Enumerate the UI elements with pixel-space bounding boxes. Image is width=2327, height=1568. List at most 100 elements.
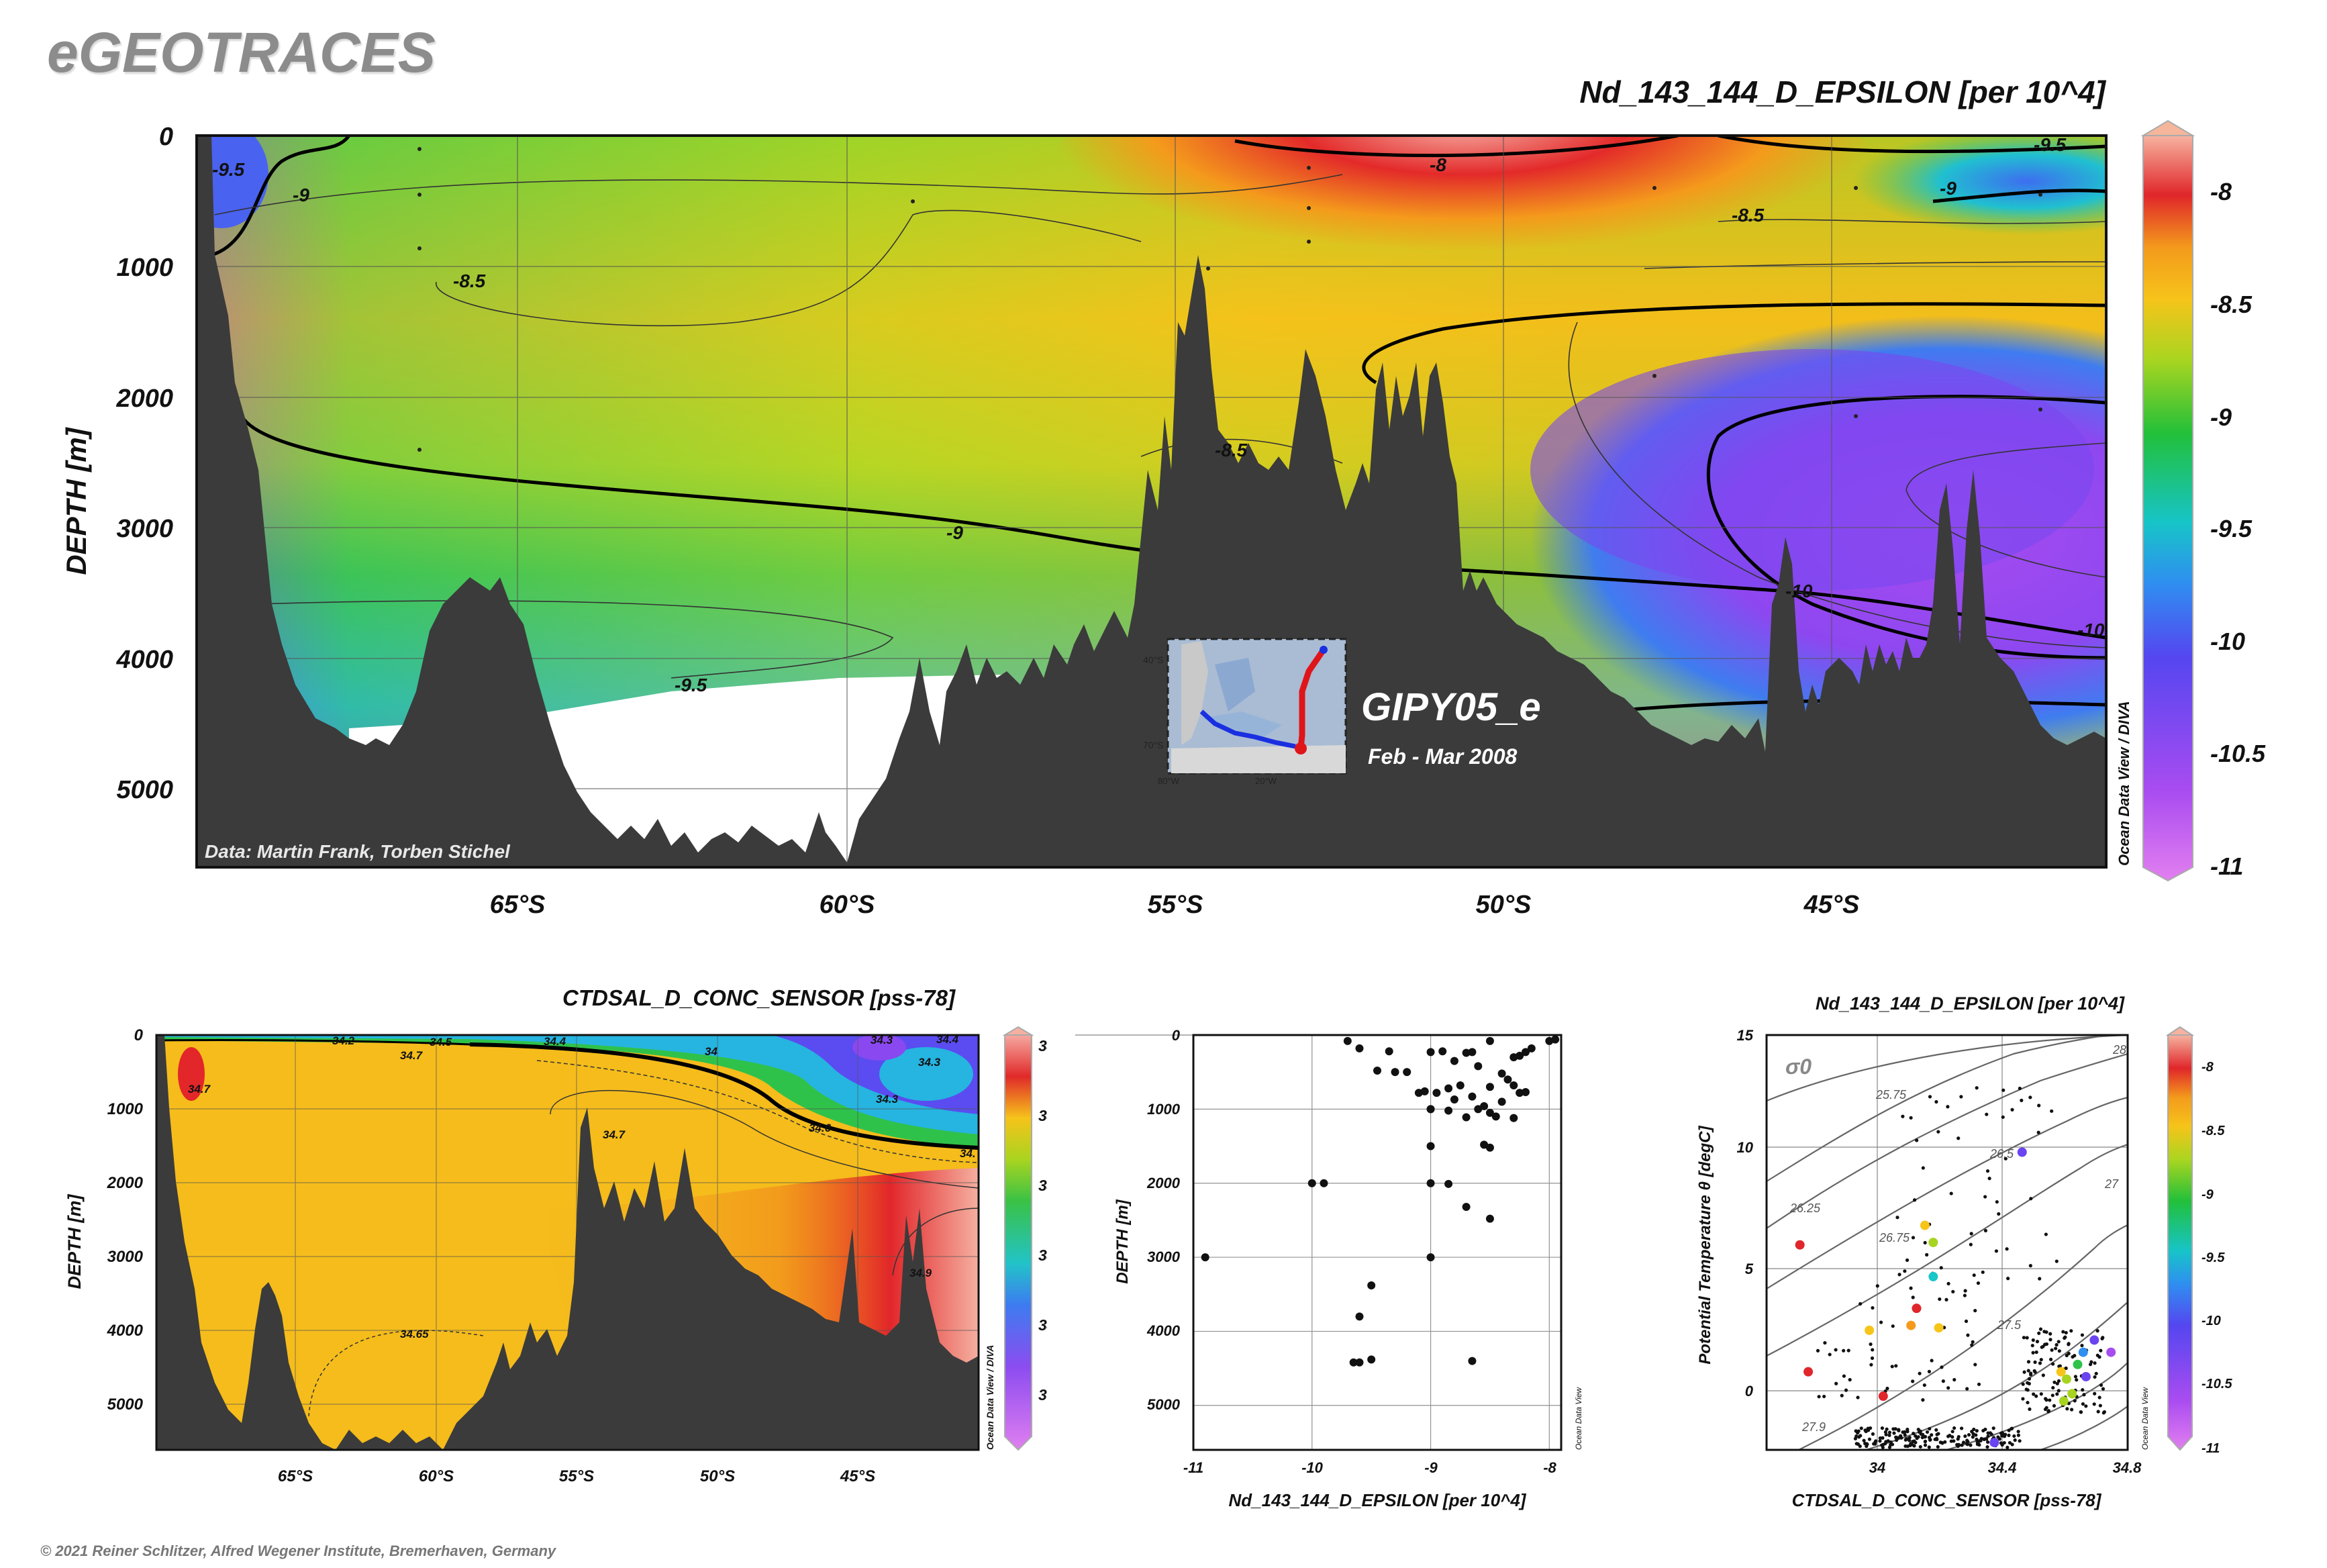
x-tick-label: -9 xyxy=(1424,1459,1438,1476)
ts-background-point xyxy=(2061,1330,2065,1334)
ts-background-point xyxy=(1949,1191,1953,1195)
ts-background-point xyxy=(2099,1349,2103,1353)
ts-background-point xyxy=(2050,1393,2054,1398)
ts-background-point xyxy=(2000,1432,2004,1436)
colorbar-tick: -8 xyxy=(2201,1060,2214,1075)
ts-background-point xyxy=(2054,1342,2059,1347)
ts-background-point xyxy=(1923,1443,1928,1447)
ts-background-point xyxy=(2044,1398,2048,1402)
contour-label: 34.3 xyxy=(918,1056,941,1069)
ts-background-point xyxy=(1863,1441,1867,1446)
scatter-point xyxy=(1485,1143,1494,1152)
ts-background-point xyxy=(1969,1232,1973,1236)
ts-background-point xyxy=(2073,1354,2077,1358)
ts-background-point xyxy=(2093,1375,2097,1379)
ts-background-point xyxy=(2057,1389,2061,1393)
ts-background-point xyxy=(2044,1330,2048,1334)
ts-background-point xyxy=(1895,1216,1899,1220)
ts-background-point xyxy=(2044,1232,2048,1236)
ts-background-point xyxy=(2012,1434,2016,1438)
x-tick-label: 65°S xyxy=(278,1467,313,1485)
ts-background-point xyxy=(2010,1108,2014,1112)
contour-label: 34.3 xyxy=(871,1034,893,1046)
scatter-point xyxy=(1438,1047,1447,1056)
ts-background-point xyxy=(1871,1348,1875,1352)
ts-background-point xyxy=(1965,1441,1969,1445)
ts-background-point xyxy=(1911,1295,1915,1300)
contour-label: -8.5 xyxy=(453,271,486,291)
ts-background-point xyxy=(2026,1388,2030,1392)
isopycnal-label: 26.25 xyxy=(1789,1202,1821,1215)
scatter-point xyxy=(1509,1081,1518,1090)
ts-background-point xyxy=(1955,1442,1959,1447)
scatter-point xyxy=(1355,1358,1364,1367)
odv-label: Ocean Data View xyxy=(2140,1387,2150,1450)
y-tick-label: 0 xyxy=(1745,1383,1754,1400)
contour-label: 34.6 xyxy=(809,1122,832,1134)
scatter-point xyxy=(1462,1113,1471,1122)
ts-background-point xyxy=(1921,1398,1925,1402)
ts-sample-point xyxy=(2106,1347,2116,1357)
scatter-point xyxy=(1468,1357,1477,1365)
ts-background-point xyxy=(1986,1434,1990,1438)
x-tick-label: 34 xyxy=(1869,1459,1885,1476)
ts-sample-point xyxy=(2061,1374,2071,1384)
isopycnal-label: 27.9 xyxy=(1801,1420,1826,1434)
colorbar-tick: 33.8 xyxy=(1038,1386,1047,1404)
ts-background-point xyxy=(2073,1375,2078,1379)
contour-label: 34.7 xyxy=(603,1128,626,1141)
x-tick-label: -10 xyxy=(1301,1459,1324,1476)
ts-background-point xyxy=(2003,1157,2008,1161)
scatter-point xyxy=(1551,1035,1560,1044)
x-tick-label: 50°S xyxy=(700,1467,735,1485)
seafloor xyxy=(197,136,2106,867)
scatter-point xyxy=(1462,1203,1471,1212)
colorbar-tick: -10.5 xyxy=(2201,1377,2232,1391)
ts-sample-point xyxy=(1934,1323,1944,1333)
main-title: Nd_143_144_D_EPSILON [per 10^4] xyxy=(1579,75,2106,109)
salinity-section-plot: 34.2 34.5 34.4 34.7 34.7 34.3 34.4 34.3 … xyxy=(64,1026,1047,1485)
x-tick-label: 65°S xyxy=(490,891,546,919)
ts-background-point xyxy=(2057,1379,2061,1383)
y-tick-label: 3000 xyxy=(1147,1248,1181,1265)
ts-background-point xyxy=(2020,1098,2024,1102)
ts-background-point xyxy=(1923,1240,1927,1244)
ts-background-point xyxy=(1927,1445,1931,1449)
isopycnal-label: 27 xyxy=(2104,1177,2119,1191)
ts-background-point xyxy=(1887,1430,1892,1434)
ts-background-point xyxy=(1975,1440,1979,1444)
ts-colorbar xyxy=(2165,1026,2195,1451)
ts-background-point xyxy=(2031,1351,2035,1355)
ts-background-point xyxy=(1894,1435,1898,1440)
ts-background-point xyxy=(1890,1365,1894,1369)
ts-sample-point xyxy=(1989,1438,1999,1448)
cruise-dates: Feb - Mar 2008 xyxy=(1368,744,1518,769)
scatter-point xyxy=(1485,1083,1494,1091)
ts-background-point xyxy=(2065,1407,2069,1411)
ts-background-point xyxy=(1912,1431,1916,1436)
ts-background-point xyxy=(1899,1434,1903,1438)
ts-background-point xyxy=(2039,1392,2043,1396)
ts-background-point xyxy=(1921,1166,1925,1170)
ts-background-point xyxy=(2051,1385,2055,1390)
salinity-colorbar xyxy=(1002,1026,1034,1451)
ts-background-point xyxy=(1909,1116,1913,1120)
ts-background-point xyxy=(2094,1371,2098,1375)
ts-background-point xyxy=(2021,1382,2025,1386)
ts-background-point xyxy=(1844,1388,1848,1392)
ts-background-point xyxy=(2026,1369,2030,1373)
scatter-point xyxy=(1320,1179,1328,1187)
ts-background-point xyxy=(1991,1426,1995,1430)
ts-background-point xyxy=(2052,1380,2057,1384)
contour-label: -9.5 xyxy=(675,675,707,695)
ts-background-point xyxy=(1973,1308,1977,1313)
ts-background-point xyxy=(1880,1443,1884,1447)
contour-label: 34.7 xyxy=(188,1083,211,1095)
ts-sample-point xyxy=(1928,1238,1938,1247)
ts-background-point xyxy=(2034,1394,2038,1398)
colorbar-tick: -9.5 xyxy=(2210,515,2252,542)
ts-background-point xyxy=(2050,1362,2055,1366)
ts-background-point xyxy=(1951,1289,1955,1293)
ts-background-point xyxy=(1854,1434,1859,1438)
ts-background-point xyxy=(1950,1430,1954,1434)
